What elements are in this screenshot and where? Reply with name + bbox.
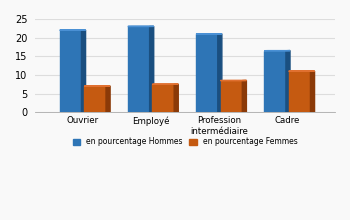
Bar [220,81,242,112]
Bar [264,51,286,112]
Polygon shape [150,26,154,112]
Bar [289,71,310,112]
Bar [128,26,150,112]
Bar [152,84,174,112]
Bar [84,86,106,112]
Polygon shape [106,86,110,112]
Polygon shape [218,34,222,112]
Polygon shape [310,71,315,112]
Bar [196,34,218,112]
Polygon shape [286,51,290,112]
Legend: en pourcentage Hommes, en pourcentage Femmes: en pourcentage Hommes, en pourcentage Fe… [70,134,301,150]
Polygon shape [174,84,178,112]
Bar [60,30,82,112]
Polygon shape [242,81,246,112]
Polygon shape [82,30,85,112]
